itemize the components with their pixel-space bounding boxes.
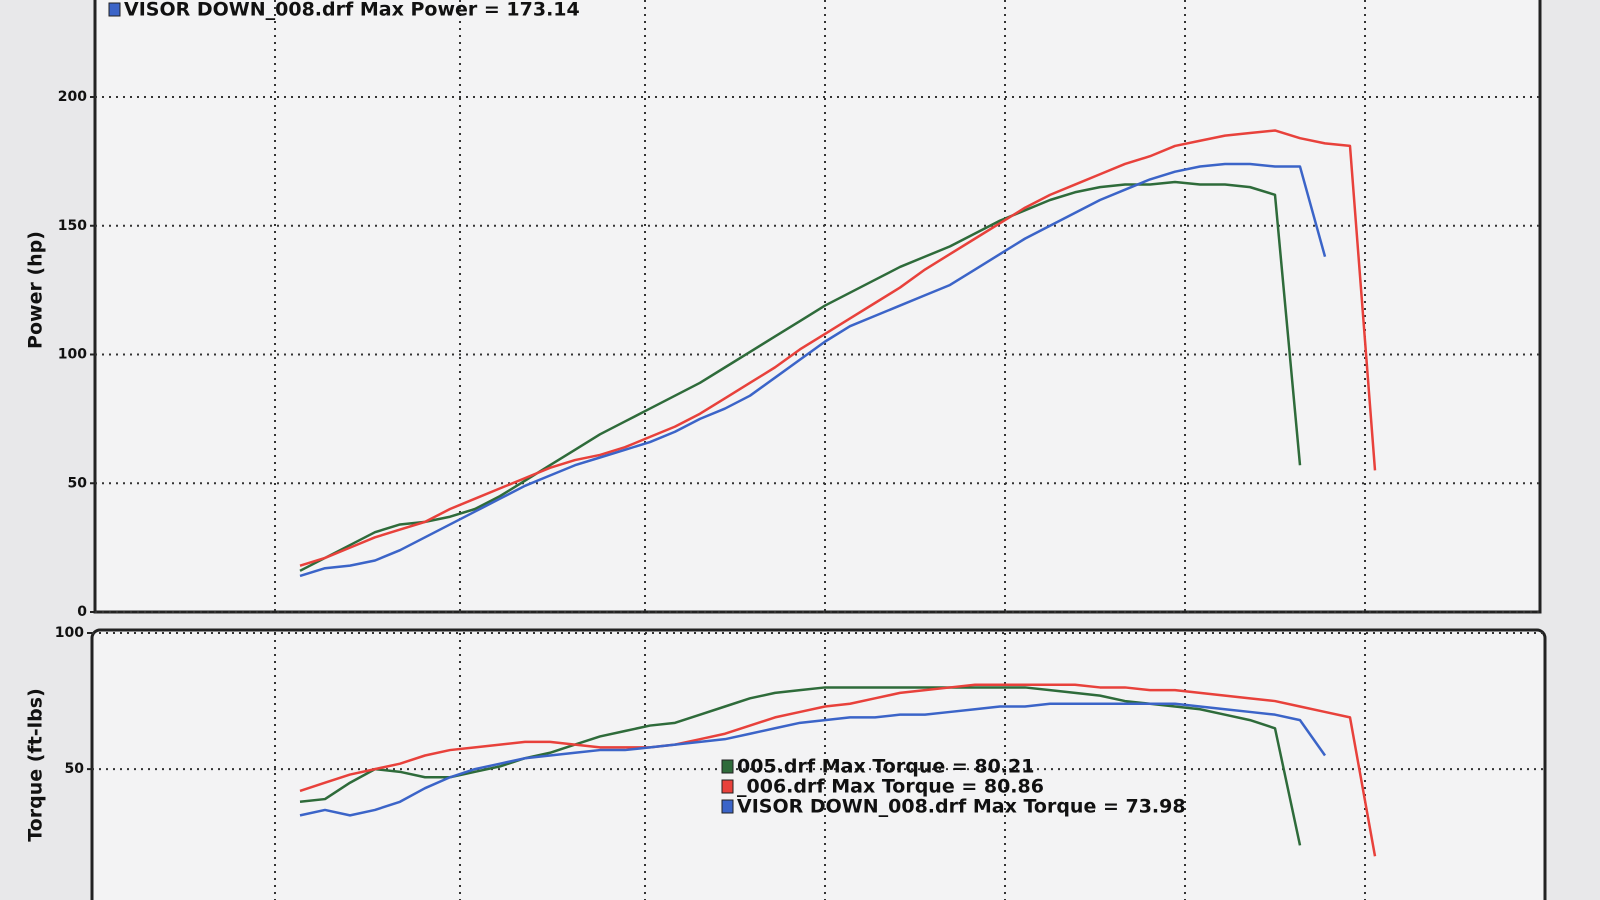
power-frame: [93, 0, 1542, 614]
y-tick-label: 50: [65, 761, 85, 777]
legend-swatch: [721, 799, 734, 814]
series-line: [299, 702, 1327, 817]
legend-label: 005.drf Max Torque = 80.21: [737, 756, 1034, 778]
series-line: [299, 180, 1302, 572]
series-line: [299, 129, 1377, 567]
y-tick-label: 150: [58, 218, 87, 234]
series-line: [299, 162, 1327, 578]
torque-frame: [90, 628, 1547, 900]
y-tick-label: 200: [58, 89, 87, 105]
y-tick-label: 0: [77, 604, 87, 620]
y-axis-label: Power (hp): [25, 231, 47, 349]
legend-label: VISOR DOWN_008.drf Max Power = 173.14: [124, 0, 580, 21]
y-tick-label: 100: [58, 347, 87, 363]
legend-swatch: [721, 779, 734, 794]
legend-label: VISOR DOWN_008.drf Max Torque = 73.98: [737, 796, 1186, 818]
legend-swatch: [108, 2, 121, 17]
series-line: [299, 683, 1377, 857]
legend-swatch: [721, 759, 734, 774]
y-tick-label: 50: [68, 475, 88, 491]
y-tick-label: 100: [55, 625, 84, 641]
legend-label: _006.drf Max Torque = 80.86: [737, 776, 1044, 798]
y-axis-label: Torque (ft-lbs): [25, 688, 47, 842]
series-line: [299, 686, 1302, 846]
